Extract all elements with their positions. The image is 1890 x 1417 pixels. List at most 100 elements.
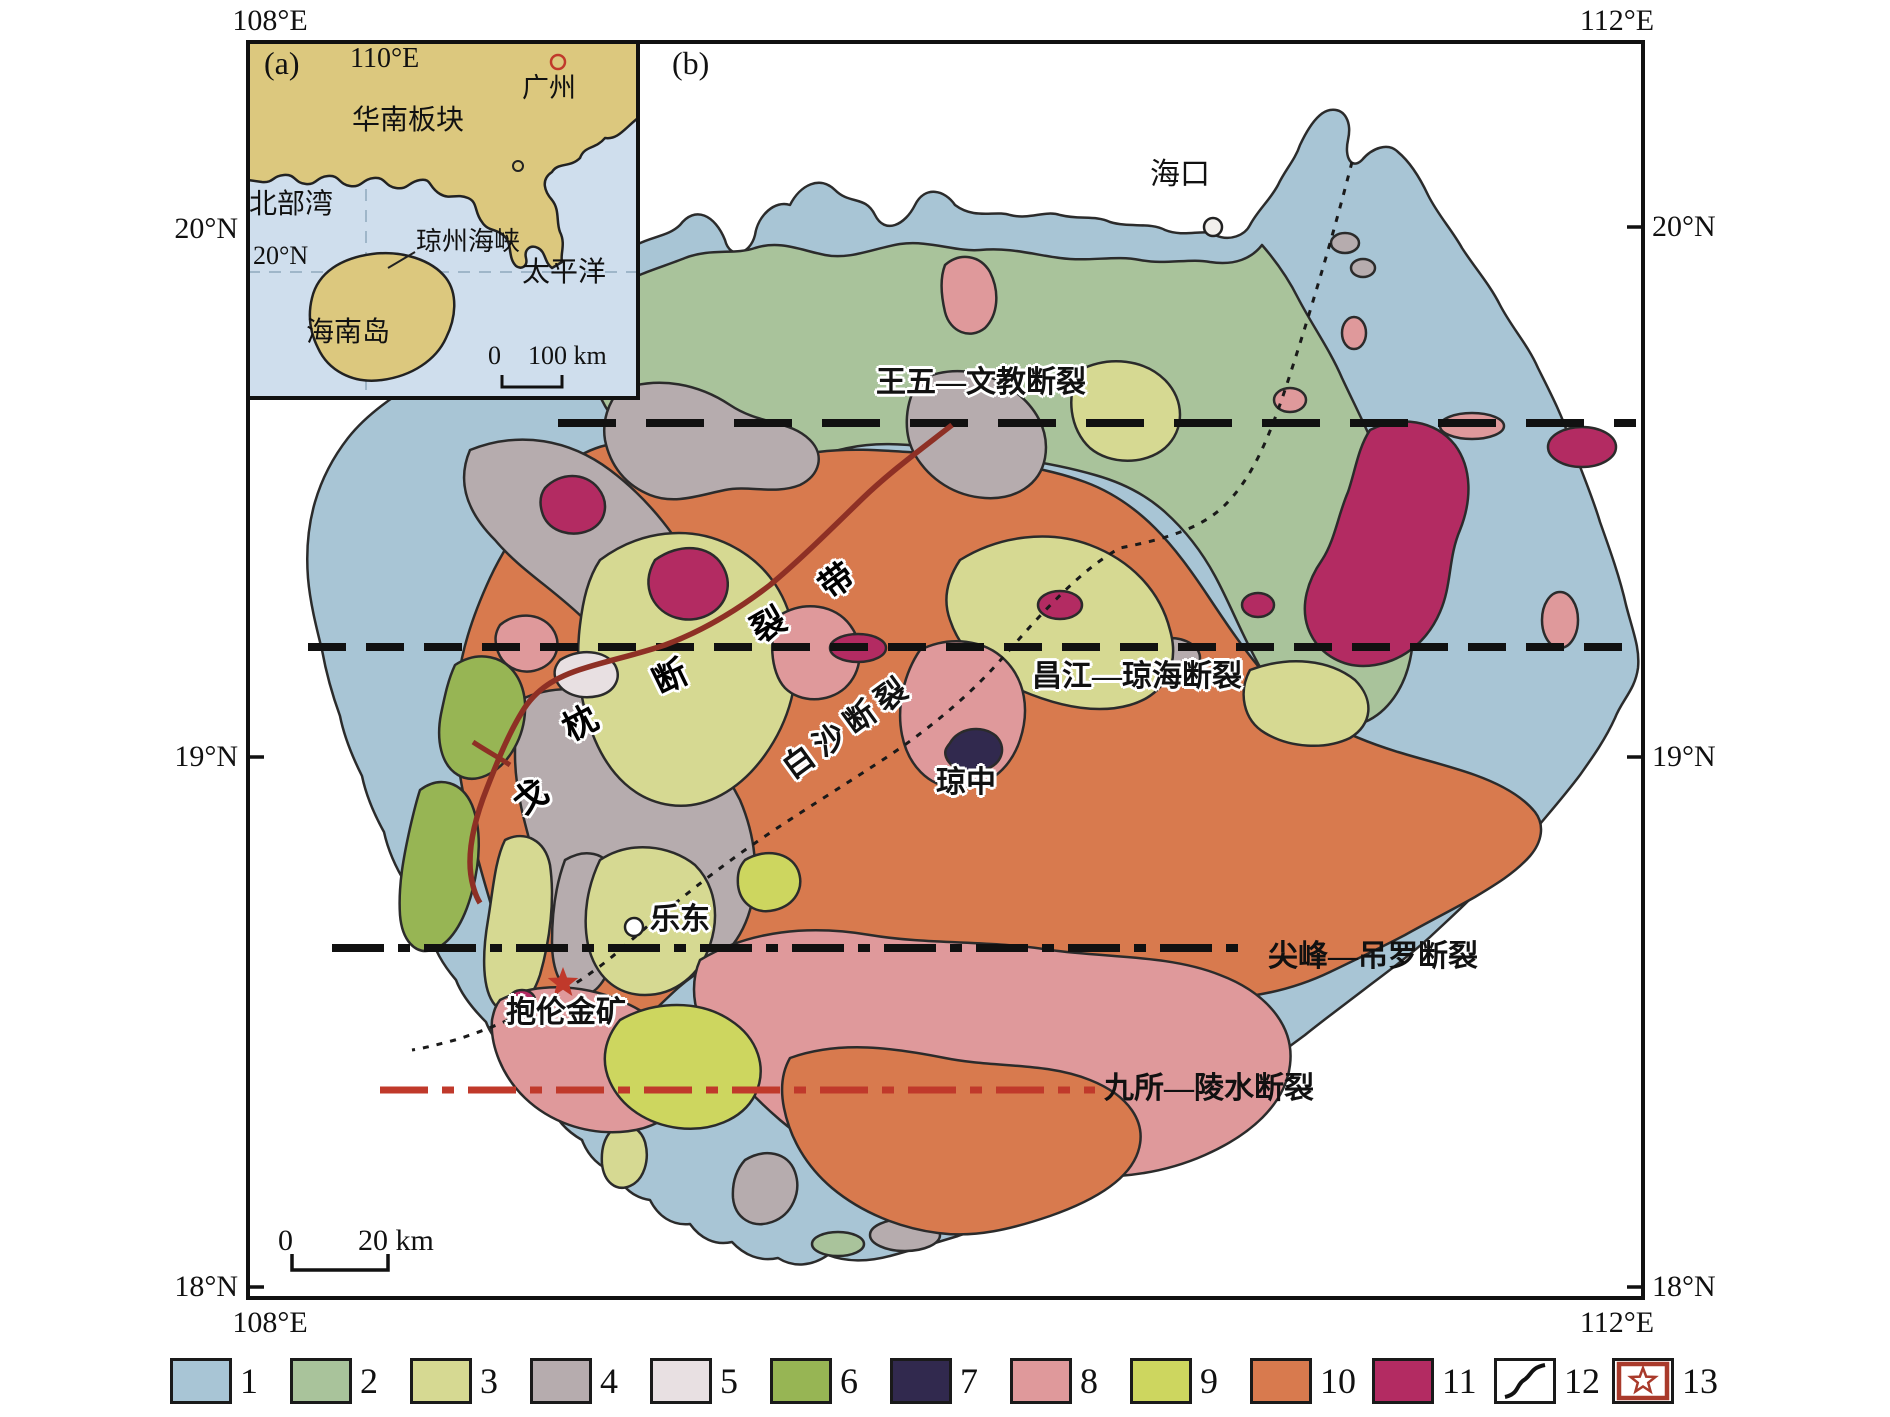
- region-unit3-scoast: [600, 1124, 648, 1189]
- main-scalebar: [290, 1254, 390, 1272]
- region-unit11-sw: [507, 988, 537, 1012]
- region-unit11-cn: [539, 474, 607, 535]
- axis-bottom-left: 108°E: [232, 1306, 308, 1339]
- region-unit8-ecoast: [1540, 590, 1580, 650]
- legend-num-10: 10: [1320, 1361, 1356, 1401]
- inset-scalebar: [500, 375, 564, 389]
- legend-swatch-1: [170, 1358, 232, 1404]
- inset-20n-label: 20°N: [253, 241, 309, 270]
- legend-num-1: 1: [240, 1361, 258, 1401]
- region-unit4-gray-tiny2: [1349, 257, 1377, 279]
- legend-num-7: 7: [960, 1361, 978, 1401]
- region-unit8-center2: [771, 605, 861, 701]
- main-panel-label: (b): [672, 45, 710, 81]
- legend-swatch-6: [770, 1358, 832, 1404]
- region-unit11-ne-big: [1303, 420, 1470, 668]
- region-unit9-qiongzhong: [736, 852, 802, 913]
- region-unit11-f2: [1036, 589, 1084, 621]
- latitude-ticks: [248, 225, 1643, 1289]
- axis-right-20n: 20°N: [1652, 210, 1716, 243]
- inset-gulf-label: 北部湾: [249, 189, 334, 220]
- legend-num-2: 2: [360, 1361, 378, 1401]
- region-unit3-ne: [1070, 360, 1182, 462]
- legend-swatch-2: [290, 1358, 352, 1404]
- legend-swatch-9: [1130, 1358, 1192, 1404]
- region-unit4-gray-scoast: [731, 1152, 799, 1226]
- legend-num-3: 3: [480, 1361, 498, 1401]
- region-unit8-ne2: [1272, 386, 1308, 414]
- region-unit3-south: [584, 846, 717, 997]
- region-unit3-se: [1242, 660, 1370, 747]
- legend-swatch-4: [530, 1358, 592, 1404]
- inset-hainan: [308, 251, 456, 382]
- ledong-label: 乐东: [650, 903, 710, 936]
- legend-swatch-8: [1010, 1358, 1072, 1404]
- inset-map: [246, 40, 640, 400]
- ledong-marker: [623, 916, 645, 938]
- legend-num-11: 11: [1442, 1361, 1477, 1401]
- legend-num-9: 9: [1200, 1361, 1218, 1401]
- legend-num-8: 8: [1080, 1361, 1098, 1401]
- main-scale-zero: 0: [278, 1224, 293, 1257]
- inset-guangzhou-label: 广州: [522, 73, 576, 103]
- inset-ocean-label: 太平洋: [522, 257, 607, 288]
- legend-swatch-10: [1250, 1358, 1312, 1404]
- haikou-marker: [1202, 216, 1224, 238]
- qiongzhong-label: 琼中: [936, 766, 996, 799]
- inset-scale-length: 100 km: [528, 341, 607, 370]
- region-unit10-scoast: [780, 1046, 1142, 1236]
- axis-top-left: 108°E: [232, 4, 308, 37]
- region-unit4-gray-ne: [905, 369, 1048, 500]
- axis-right-19n: 19°N: [1652, 740, 1716, 773]
- region-unit4-gray-north: [603, 381, 820, 501]
- region-unit11-coast: [1546, 425, 1618, 469]
- region-unit8-north: [940, 255, 998, 335]
- legend-swatch-12-fault-symbol: [1494, 1358, 1556, 1404]
- legend-num-13: 13: [1682, 1361, 1718, 1401]
- axis-left-19n: 19°N: [174, 740, 238, 773]
- changjiang-fault-label: 昌江—琼海断裂: [1032, 660, 1242, 693]
- inset-plate-label: 华南板块: [352, 105, 465, 136]
- legend-num-12: 12: [1564, 1361, 1600, 1401]
- region-unit11-f3: [1240, 591, 1276, 619]
- legend-swatch-7: [890, 1358, 952, 1404]
- wangwu-fault-label: 王五—文教断裂: [876, 366, 1086, 399]
- main-scale-length: 20 km: [358, 1224, 434, 1257]
- legend-num-4: 4: [600, 1361, 618, 1401]
- baolun-mine-star: [547, 967, 579, 996]
- inset-strait-label: 琼州海峡: [416, 227, 521, 256]
- map-frame: [246, 40, 1645, 1300]
- guangzhou-marker: [549, 53, 567, 71]
- legend-swatch-13-deposit-symbol: [1612, 1358, 1674, 1404]
- legend-num-6: 6: [840, 1361, 858, 1401]
- legend-swatch-11: [1372, 1358, 1434, 1404]
- fault-line-gezhen-branch: [471, 739, 512, 768]
- axis-left-18n: 18°N: [174, 1270, 238, 1303]
- inset-hainan-label: 海南岛: [306, 317, 391, 348]
- axis-right-18n: 18°N: [1652, 1270, 1716, 1303]
- region-unit4-gray-tiny1: [1329, 231, 1361, 255]
- inset-scale-zero: 0: [488, 341, 501, 370]
- fault-curve-icon: [1504, 1363, 1546, 1399]
- haikou-label: 海口: [1150, 158, 1210, 191]
- region-unit7-navy: [943, 727, 1004, 774]
- legend-num-5: 5: [720, 1361, 738, 1401]
- region-unit11-center: [647, 546, 729, 621]
- inset-110e-label: 110°E: [350, 43, 420, 74]
- inset-frame: [246, 40, 640, 400]
- axis-left-20n: 20°N: [174, 212, 238, 245]
- region-unit8-ne1: [1340, 315, 1368, 351]
- inset-panel-label: (a): [264, 45, 300, 81]
- baolun-mine-label: 抱伦金矿: [506, 996, 626, 1029]
- axis-top-right: 112°E: [1579, 4, 1655, 37]
- legend-swatch-5: [650, 1358, 712, 1404]
- region-unit2-south-coast: [810, 1230, 866, 1258]
- axis-bottom-right: 112°E: [1579, 1306, 1655, 1339]
- strait-leader-line: [387, 251, 416, 269]
- jianfeng-fault-label: 尖峰—吊罗断裂: [1268, 940, 1478, 973]
- inset-islet: [512, 160, 524, 172]
- fault-line-baisha-dotted: [411, 161, 1354, 1052]
- region-unit9-south: [603, 1003, 762, 1130]
